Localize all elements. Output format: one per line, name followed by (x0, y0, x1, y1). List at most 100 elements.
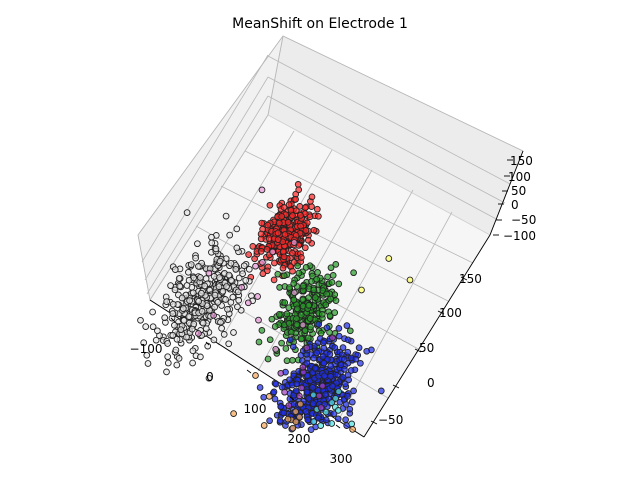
scatter-point (304, 334, 312, 342)
scatter-point (314, 387, 322, 394)
scatter-point (317, 404, 325, 411)
scatter-point (216, 274, 223, 281)
scatter-point (171, 266, 179, 273)
scatter-point (164, 353, 172, 361)
y-tick-mark (392, 384, 400, 389)
scatter-point (222, 212, 230, 220)
scatter-point (322, 408, 330, 416)
grid-line (244, 150, 474, 264)
z-tick-label: −100 (503, 229, 536, 243)
scatter-point (299, 282, 307, 290)
scatter-point (183, 209, 191, 216)
scatter-point (297, 222, 304, 230)
grid-line (144, 76, 269, 281)
scatter-point (329, 382, 336, 390)
scatter-point (297, 212, 304, 219)
scatter-point (189, 289, 197, 297)
scatter-point (377, 387, 385, 395)
scatter-point (259, 270, 267, 278)
scatter-point (271, 323, 279, 330)
z-tick-label: 50 (511, 184, 526, 198)
cluster-7 (277, 334, 336, 411)
scatter-point (350, 387, 357, 395)
scatter-point (229, 293, 237, 301)
scatter-point (271, 259, 278, 267)
scatter-point (349, 426, 356, 433)
scatter-point (304, 416, 312, 424)
scatter-point (195, 330, 202, 337)
scatter-point (272, 380, 280, 388)
scatter-point (348, 420, 356, 428)
scatter-point (283, 310, 291, 318)
scatter-point (315, 321, 323, 328)
scatter-point (323, 290, 330, 298)
scatter-point (332, 261, 340, 268)
scatter-point (275, 311, 283, 318)
scatter-point (235, 274, 243, 282)
scatter-point (230, 329, 237, 336)
scatter-point (363, 347, 371, 355)
scatter-point (173, 361, 181, 369)
scatter-point (257, 230, 265, 238)
scatter-point (211, 291, 219, 299)
x-tick-mark (289, 396, 295, 401)
scatter-point (192, 254, 199, 262)
scatter-point (194, 240, 201, 248)
scatter-point (292, 387, 300, 395)
grid-line (337, 211, 453, 422)
scatter-point (177, 326, 185, 334)
scatter-point (205, 269, 213, 277)
cluster-6 (195, 186, 307, 353)
scatter-point (183, 333, 190, 341)
scatter-point (301, 204, 309, 212)
scatter-point (329, 272, 337, 279)
scatter-point (289, 212, 296, 219)
scatter-point (140, 339, 148, 347)
scatter-point (345, 376, 352, 384)
scatter-point (260, 393, 268, 401)
scatter-point (239, 270, 246, 278)
scatter-point (169, 300, 177, 308)
scatter-point (255, 338, 263, 346)
scatter-point (258, 219, 266, 227)
scatter-point (172, 346, 180, 354)
scatter-point (297, 335, 305, 343)
scatter-point (317, 329, 325, 337)
scatter-point (154, 327, 161, 335)
scatter-point (289, 356, 296, 364)
scatter-point (330, 410, 338, 418)
scatter-point (296, 392, 303, 400)
scatter-point (296, 413, 303, 421)
scatter-point (219, 287, 227, 295)
scatter-point (230, 410, 237, 417)
scatter-point (332, 395, 339, 402)
scatter-point (292, 408, 300, 416)
scatter-point (283, 357, 291, 365)
scatter-point (292, 207, 300, 215)
scatter-point (309, 400, 317, 407)
scatter-point (315, 212, 322, 220)
scatter-point (275, 219, 283, 227)
scatter-point (320, 359, 328, 367)
scatter-point (164, 359, 172, 367)
scatter-point (305, 395, 313, 402)
x-tick-label: −100 (130, 342, 163, 356)
grid-line (149, 114, 269, 301)
y-tick-mark (437, 310, 445, 315)
scatter-point (343, 322, 351, 329)
scatter-point (149, 308, 156, 316)
scatter-point (335, 280, 343, 288)
z-tick-label: 100 (508, 170, 531, 184)
scatter-point (385, 255, 393, 262)
scatter-point (311, 294, 319, 301)
scatter-point (185, 268, 192, 276)
scatter-point (350, 269, 357, 277)
scatter-point (233, 244, 241, 252)
scatter-point (310, 286, 318, 294)
scatter-point (290, 280, 298, 287)
scatter-point (306, 315, 314, 322)
scatter-point (210, 336, 218, 344)
scatter-point (324, 273, 331, 281)
scatter-point (294, 262, 301, 270)
